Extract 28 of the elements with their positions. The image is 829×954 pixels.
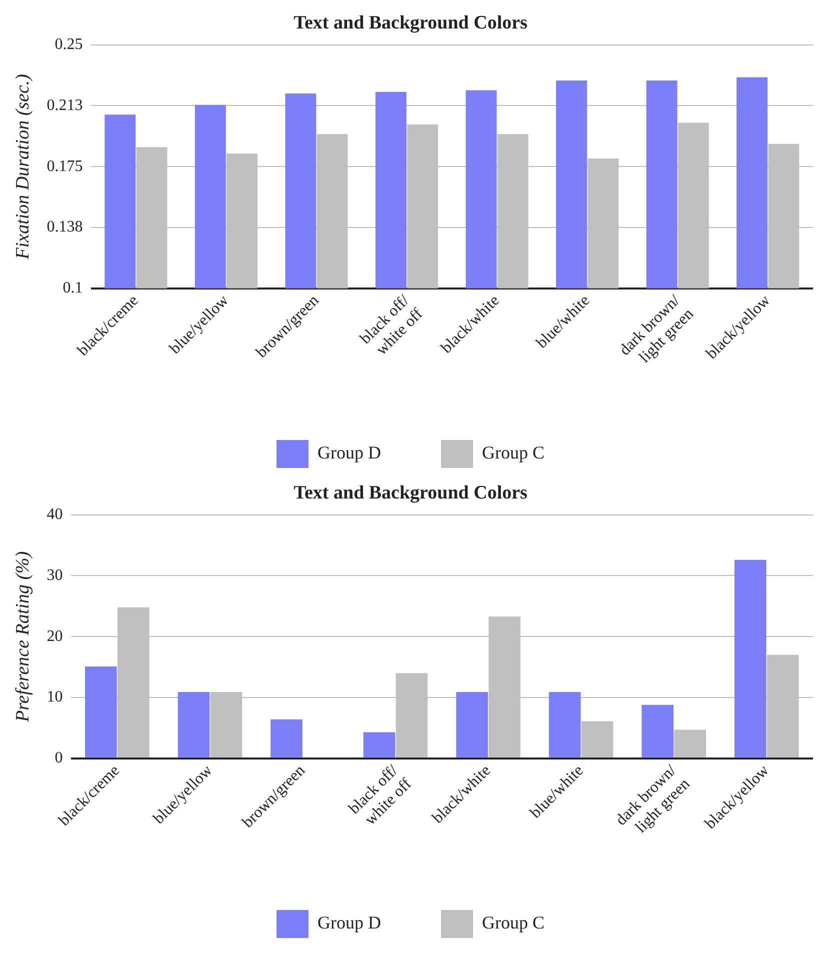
bar (642, 704, 674, 758)
y-tick-label: 0 (54, 750, 63, 767)
legend-label: Group C (482, 912, 544, 933)
y-tick-label: 0.25 (54, 36, 83, 54)
y-tick-label: 0.175 (46, 158, 83, 175)
legend-label: Group D (318, 442, 382, 463)
bar (363, 732, 396, 758)
y-tick-label: 40 (46, 506, 63, 524)
bar (456, 692, 488, 758)
y-axis-title: Fixation Duration (sec.) (12, 74, 34, 260)
legend-label: Group D (318, 912, 382, 933)
y-tick-label: 20 (46, 628, 63, 645)
y-tick-label: 0.138 (46, 218, 83, 236)
bar (548, 692, 581, 758)
y-tick-label: 0.1 (62, 280, 83, 297)
y-tick-label: 30 (46, 566, 63, 584)
chart-title: Text and Background Colors (294, 482, 528, 504)
y-tick-label: 0.213 (46, 96, 83, 114)
bar (270, 719, 302, 758)
bar (178, 692, 210, 758)
bar (581, 721, 614, 758)
bar (85, 666, 117, 758)
y-axis-title: Preference Rating (%) (12, 551, 34, 723)
bar (734, 560, 766, 758)
legend-label: Group C (482, 442, 544, 463)
bar (674, 730, 706, 758)
chart-title: Text and Background Colors (294, 12, 528, 34)
y-tick-label: 10 (46, 688, 63, 706)
